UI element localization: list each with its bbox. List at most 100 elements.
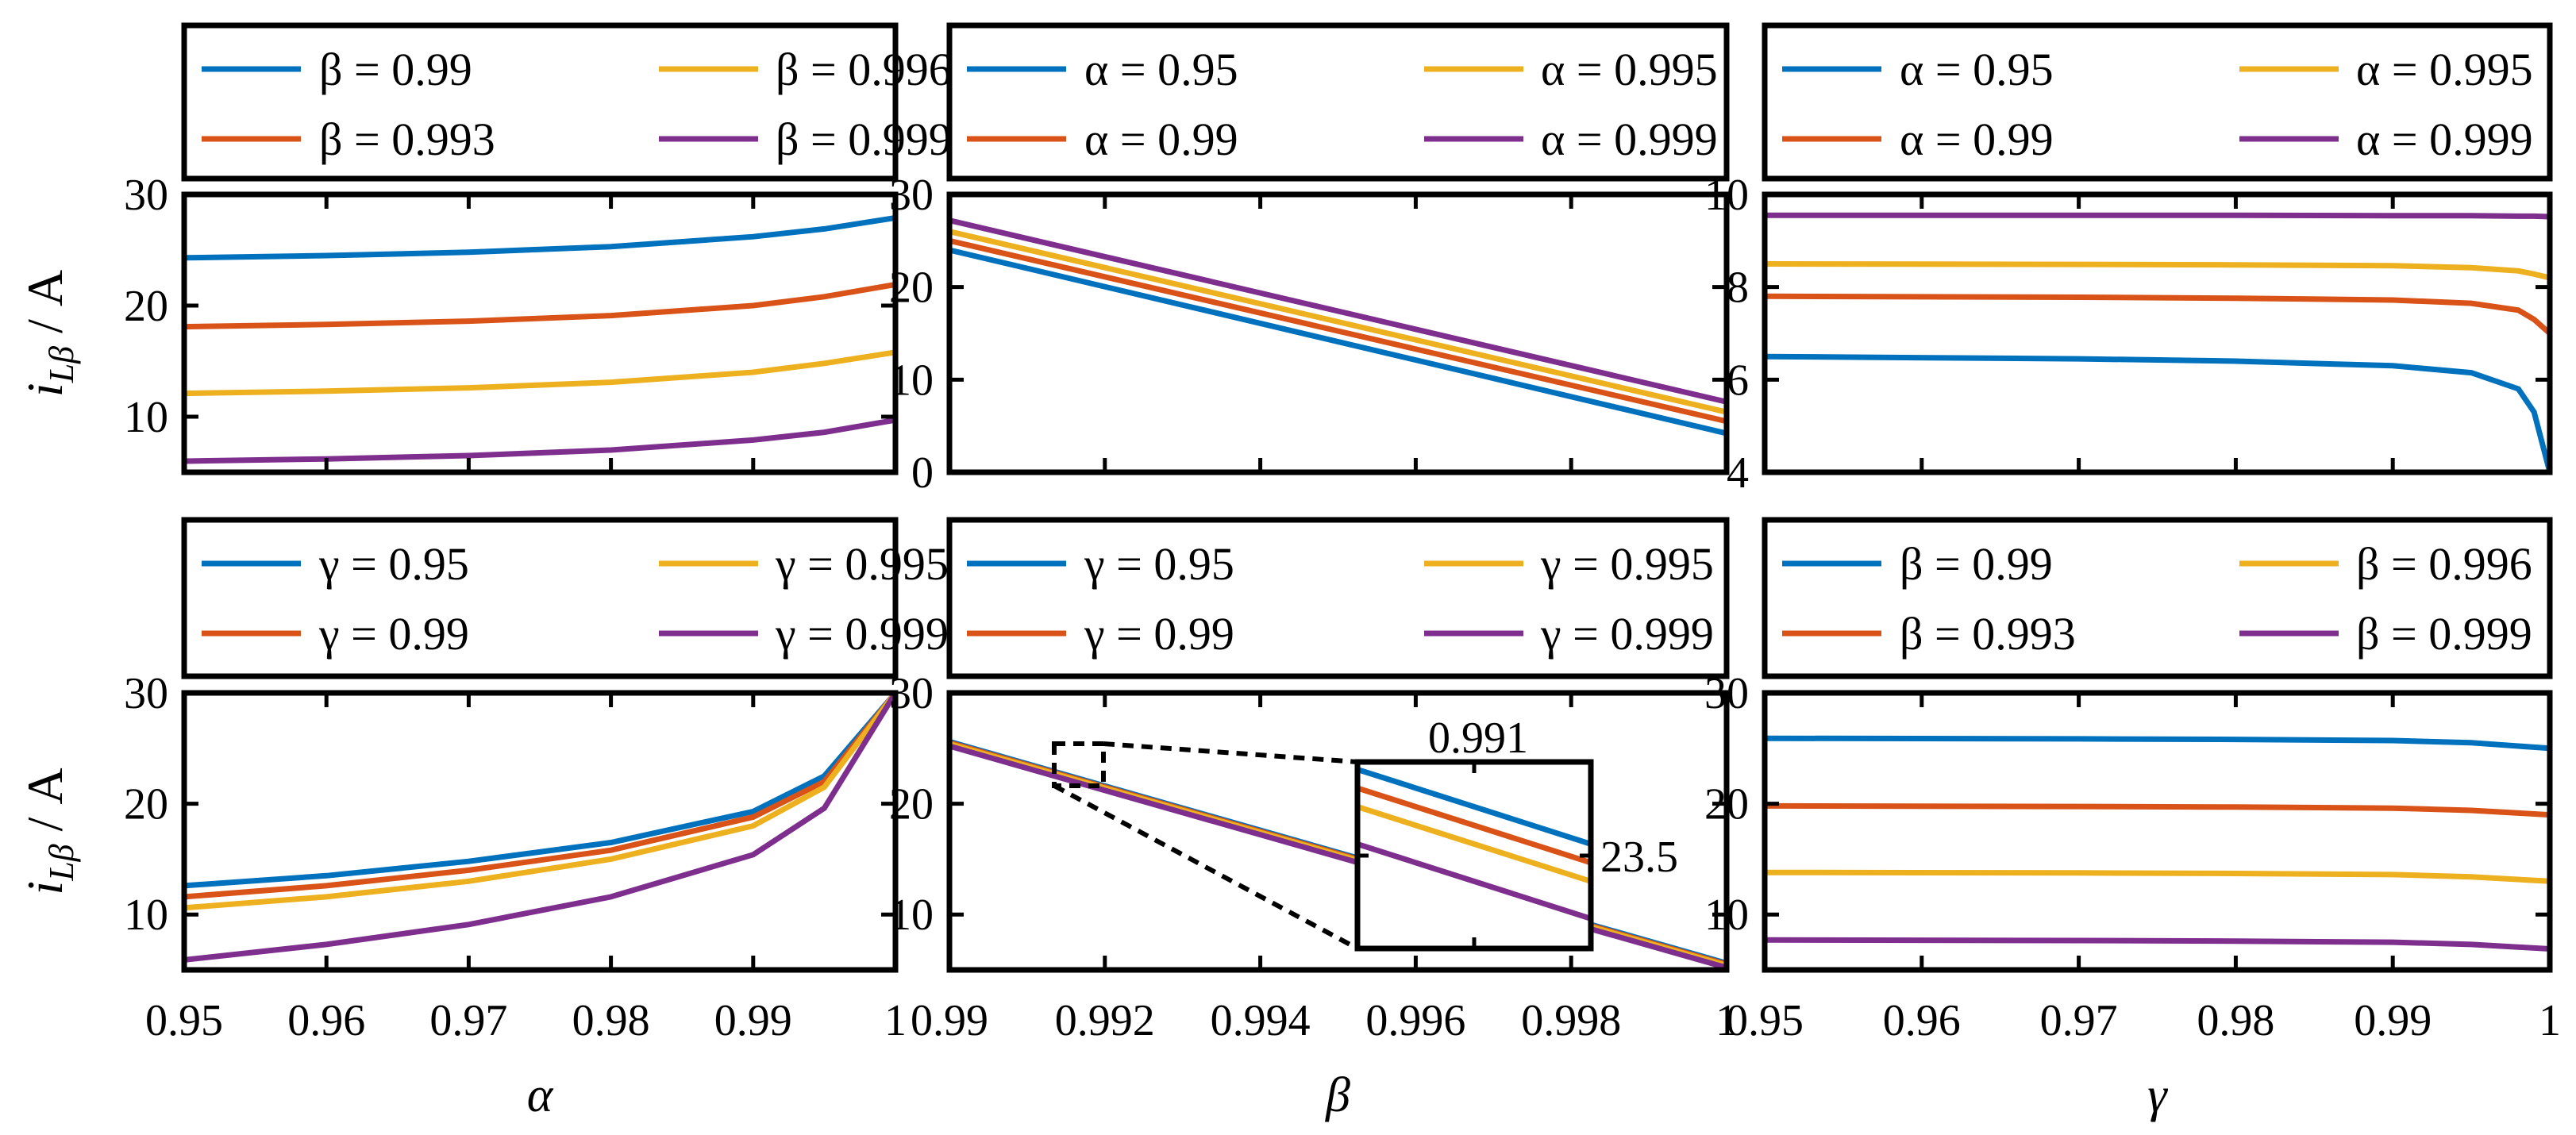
inset-y-tick-label: 23.5 xyxy=(1600,833,1678,882)
legend-box xyxy=(946,517,1730,679)
legend-label-1: γ = 0.95 xyxy=(1084,538,1234,590)
y-axis-label-main: i xyxy=(17,881,73,895)
series-line-3 xyxy=(1765,261,2550,281)
series-line-2 xyxy=(1765,293,2550,336)
legend-label-4: γ = 0.999 xyxy=(1540,608,1714,660)
y-tick-label: 0 xyxy=(911,448,934,498)
x-tick-label: 0.95 xyxy=(1726,996,1804,1045)
y-axis-label-sub: Lβ xyxy=(42,346,81,383)
subplot-4: 10 20 30 0.95 0.96 0.97 0.98 0.99 1 α iLβ / A γ = 0… xyxy=(17,517,949,1122)
x-tick-label: 0.97 xyxy=(2040,996,2118,1045)
y-tick-label: 10 xyxy=(124,891,168,940)
series-line-3 xyxy=(184,693,895,911)
legend-label-3: α = 0.995 xyxy=(1541,44,1718,95)
y-axis-label-sub: Lβ xyxy=(42,844,81,881)
y-tick-label: 10 xyxy=(1704,171,1749,220)
y-axis-label-unit: / A xyxy=(17,270,73,346)
y-tick-label: 4 xyxy=(1727,448,1749,498)
y-tick-label: 10 xyxy=(889,356,934,405)
x-tick-label: 0.996 xyxy=(1365,996,1465,1045)
x-tick-label: 0.99 xyxy=(911,996,988,1045)
y-tick-label: 8 xyxy=(1727,264,1749,313)
series-line-1 xyxy=(1765,735,2550,752)
x-tick-label: 0.998 xyxy=(1521,996,1621,1045)
legend-box xyxy=(946,22,1730,182)
series-line-3 xyxy=(949,229,1727,415)
axes-box xyxy=(1762,191,2553,475)
axes-box xyxy=(181,191,899,475)
series-line-1 xyxy=(184,693,895,889)
legend-label-4: γ = 0.999 xyxy=(775,608,949,660)
y-axis-label-unit: / A xyxy=(17,768,73,844)
x-tick-label: 1 xyxy=(2539,996,2561,1045)
y-axis-label: iLβ / A xyxy=(17,768,81,895)
legend-label-3: γ = 0.995 xyxy=(1540,538,1714,590)
zoom-connector-top xyxy=(1103,741,1358,764)
y-tick-label: 30 xyxy=(124,669,168,718)
y-tick-label: 30 xyxy=(124,171,168,220)
inset-x-tick-label: 0.991 xyxy=(1428,714,1528,763)
inset-zoom: 0.991 23.5 xyxy=(1052,714,1678,952)
series-line-1 xyxy=(1765,353,2550,472)
y-tick-label: 10 xyxy=(1704,891,1749,940)
legend-label-3: α = 0.995 xyxy=(2356,44,2533,95)
x-tick-label: 0.98 xyxy=(572,996,650,1045)
legend: β = 0.99 β = 0.993 β = 0.996 β = 0.999 xyxy=(1762,517,2553,679)
series-line-1 xyxy=(949,247,1727,437)
y-axis-label: iLβ / A xyxy=(17,270,81,397)
y-tick-label: 30 xyxy=(889,171,934,220)
inset-series-line-2 xyxy=(1357,785,1591,866)
legend-label-4: α = 0.999 xyxy=(1541,114,1718,165)
axes-box xyxy=(181,690,899,973)
legend-label-2: γ = 0.99 xyxy=(318,608,469,660)
series-line-4 xyxy=(1765,212,2550,220)
x-tick-label: 0.98 xyxy=(2197,996,2274,1045)
series-line-4 xyxy=(949,217,1727,405)
x-tick-label: 0.994 xyxy=(1211,996,1311,1045)
legend-label-2: γ = 0.99 xyxy=(1084,608,1234,660)
legend-label-4: β = 0.999 xyxy=(776,114,952,165)
x-axis-label: β xyxy=(1325,1068,1350,1122)
legend-box xyxy=(1762,22,2553,182)
x-tick-label: 1 xyxy=(884,996,907,1045)
axes-box xyxy=(946,191,1730,475)
series-line-2 xyxy=(1765,802,2550,818)
subplot-2: 0 10 20 30 α = 0.95 α = 0.99 α = 0.995 α = 0.99… xyxy=(889,22,1730,498)
legend-box xyxy=(181,22,899,182)
x-tick-label: 0.99 xyxy=(714,996,792,1045)
y-tick-label: 30 xyxy=(1704,669,1749,718)
x-axis-label: α xyxy=(527,1068,554,1122)
x-tick-label: 0.992 xyxy=(1055,996,1155,1045)
legend-label-3: γ = 0.995 xyxy=(775,538,949,590)
y-axis-label-main: i xyxy=(17,383,73,397)
y-tick-label: 10 xyxy=(124,393,168,442)
legend: γ = 0.95 γ = 0.99 γ = 0.995 γ = 0.999 xyxy=(946,517,1730,679)
legend: γ = 0.95 γ = 0.99 γ = 0.995 γ = 0.999 xyxy=(181,517,949,679)
y-tick-label: 10 xyxy=(889,891,934,940)
subplot-5: 10 20 30 0.99 0.992 0.994 0.996 0.998 1 β γ = 0.95… xyxy=(889,517,1738,1122)
x-tick-label: 0.96 xyxy=(1883,996,1961,1045)
legend-box xyxy=(1762,517,2553,679)
inset-series-line-3 xyxy=(1357,804,1591,884)
series-line-4 xyxy=(1765,937,2550,952)
y-tick-label: 20 xyxy=(889,264,934,313)
zoom-connector-bottom xyxy=(1053,783,1359,951)
legend: β = 0.99 β = 0.993 β = 0.996 β = 0.999 xyxy=(181,22,952,182)
y-tick-label: 20 xyxy=(124,780,168,829)
x-tick-label: 0.96 xyxy=(287,996,365,1045)
zoom-source-box xyxy=(1052,741,1106,788)
x-tick-label: 1 xyxy=(1715,996,1738,1045)
legend-label-4: β = 0.999 xyxy=(2356,608,2532,660)
x-tick-label: 0.97 xyxy=(429,996,507,1045)
legend-label-1: γ = 0.95 xyxy=(318,538,469,590)
series-line-4 xyxy=(184,693,895,963)
series-line-2 xyxy=(184,693,895,900)
legend-label-1: β = 0.99 xyxy=(319,44,472,95)
y-tick-label: 20 xyxy=(1704,780,1749,829)
inset-series-line-1 xyxy=(1357,767,1591,847)
legend-label-2: β = 0.993 xyxy=(319,114,495,165)
legend-label-1: α = 0.95 xyxy=(1084,44,1238,95)
legend-label-2: α = 0.99 xyxy=(1084,114,1238,165)
series-line-3 xyxy=(1765,869,2550,884)
